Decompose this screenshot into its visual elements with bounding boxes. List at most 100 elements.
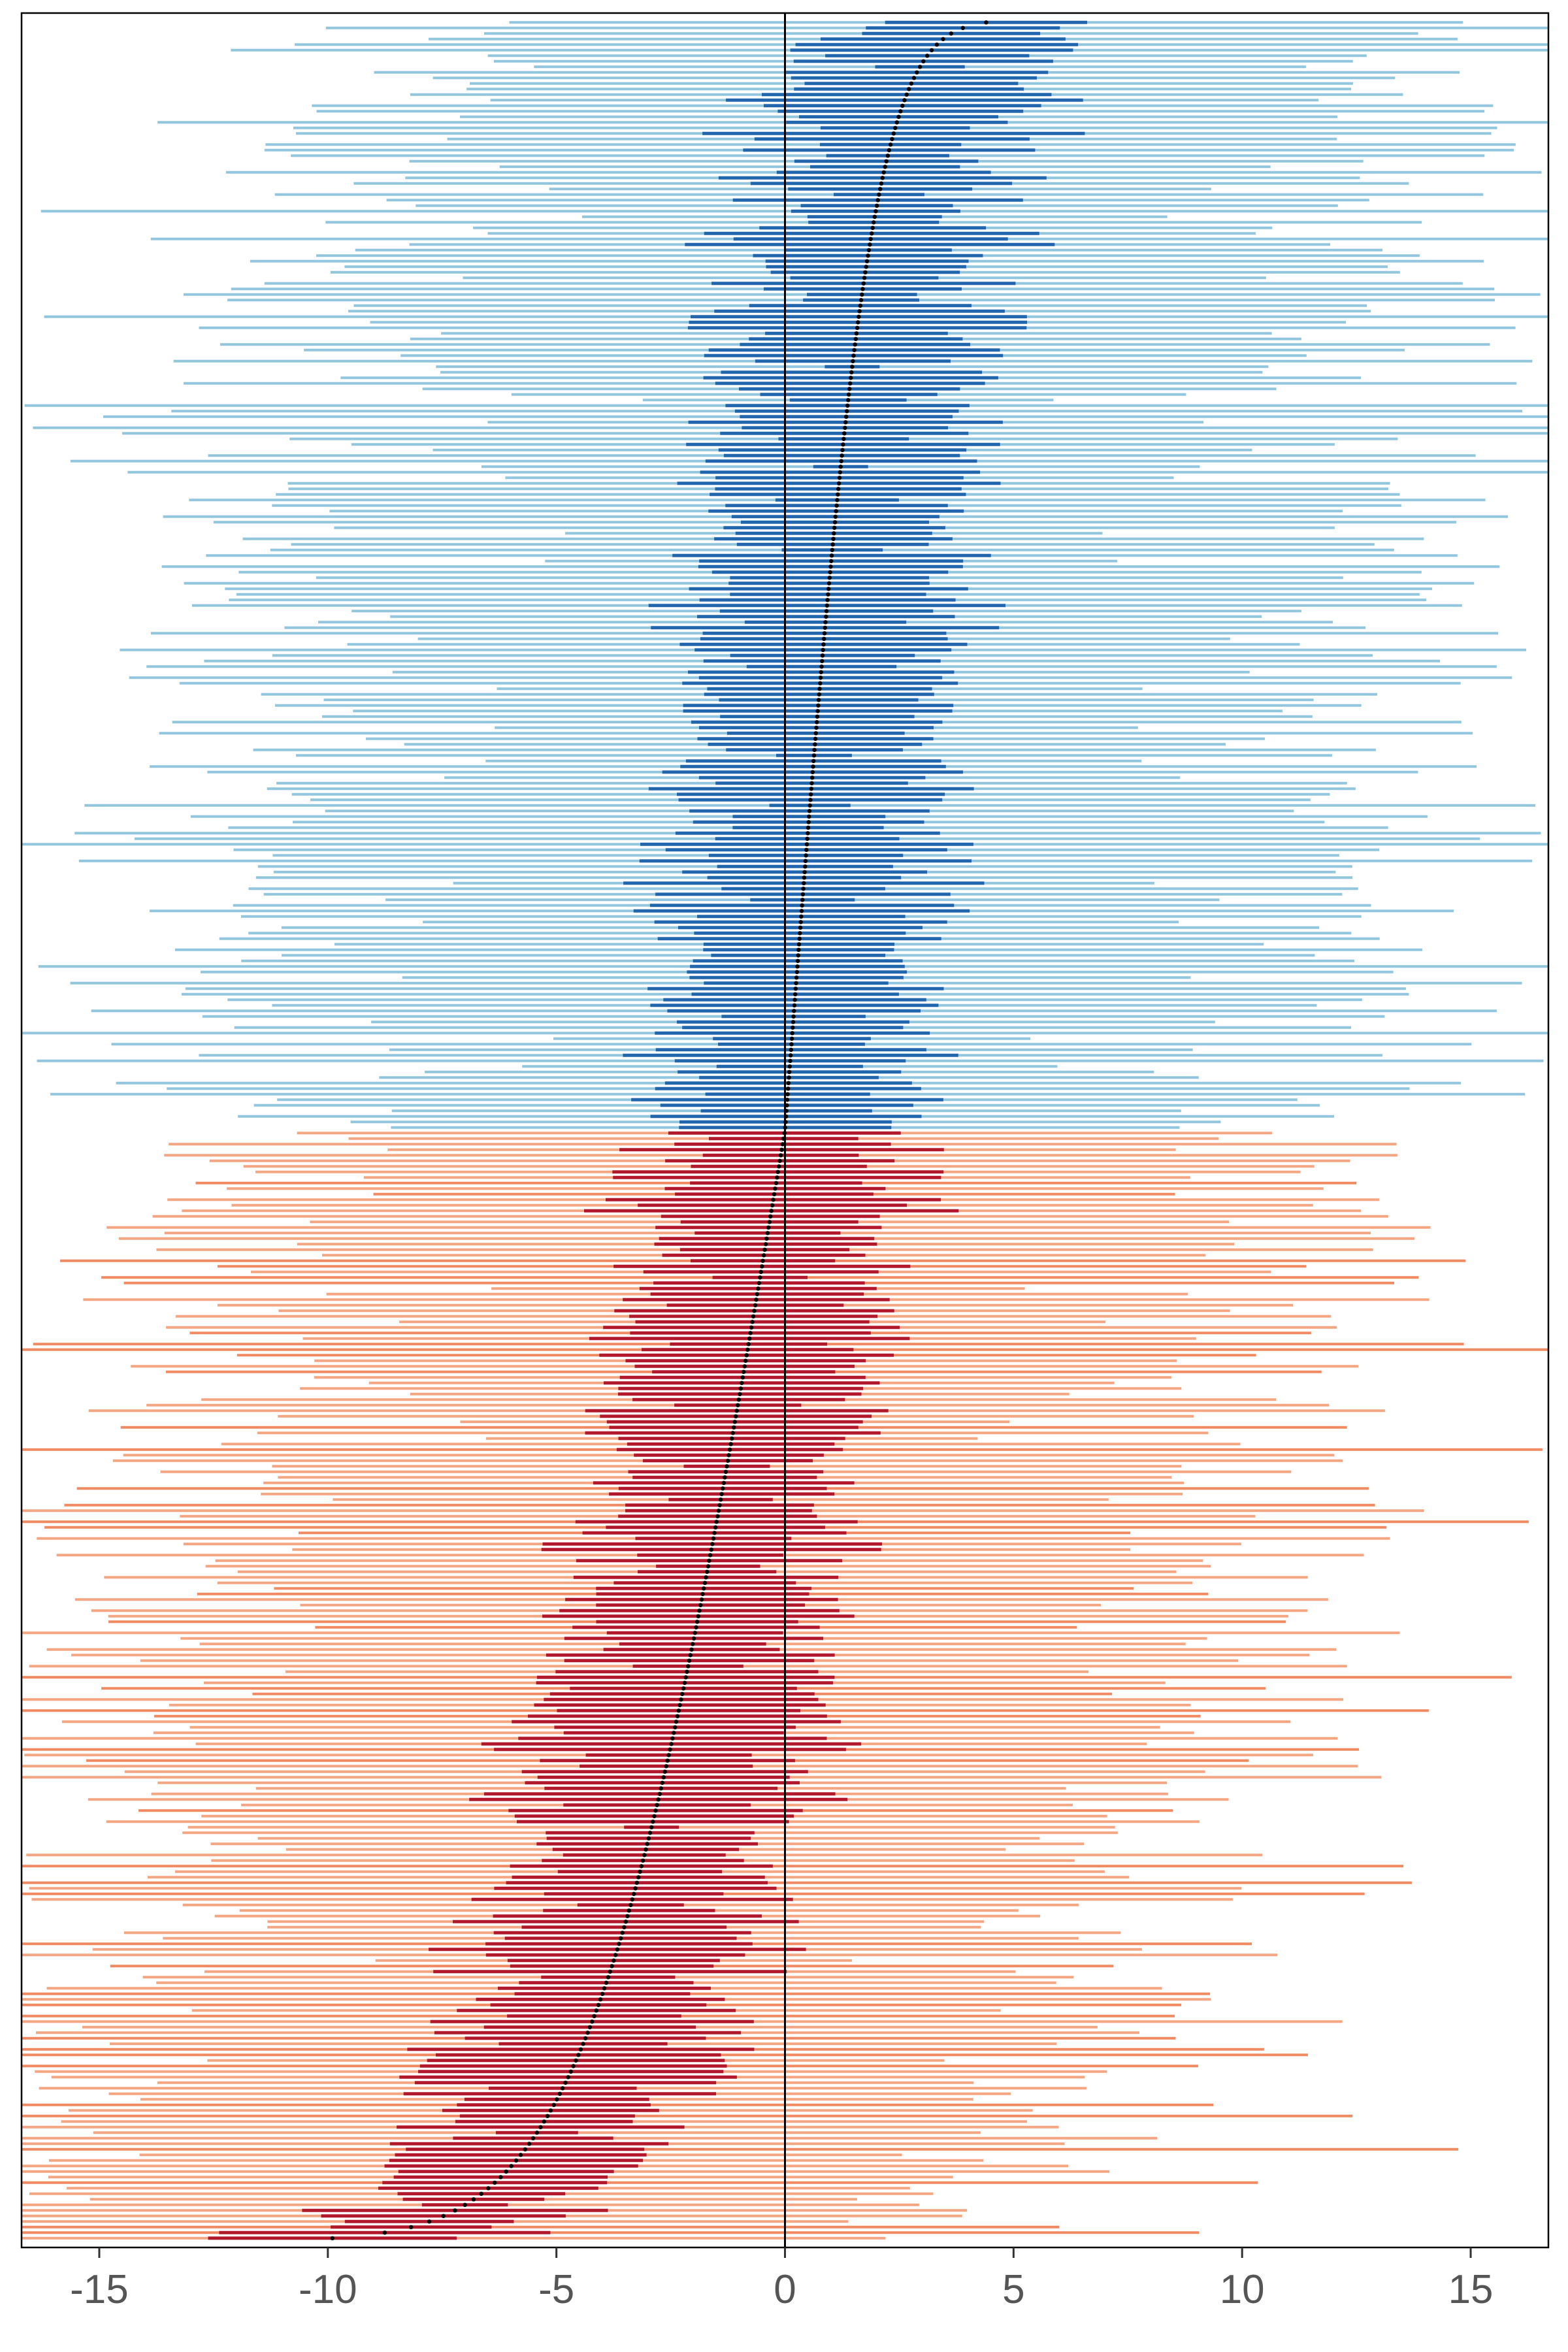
point-estimate bbox=[638, 1869, 642, 1874]
point-estimate bbox=[819, 664, 824, 669]
point-estimate bbox=[691, 1636, 696, 1641]
point-estimate bbox=[651, 1820, 655, 1824]
point-estimate bbox=[796, 953, 800, 958]
point-estimate bbox=[949, 31, 954, 36]
point-estimate bbox=[729, 1436, 734, 1441]
point-estimate bbox=[896, 114, 901, 119]
point-estimate bbox=[707, 1558, 711, 1563]
point-estimate bbox=[798, 920, 803, 924]
point-estimate bbox=[851, 353, 856, 358]
point-estimate bbox=[909, 81, 914, 86]
point-estimate bbox=[810, 776, 815, 780]
point-estimate bbox=[868, 242, 872, 247]
point-estimate bbox=[509, 2164, 514, 2168]
x-tick-label: -10 bbox=[299, 2267, 357, 2312]
point-estimate bbox=[890, 137, 894, 141]
point-estimate bbox=[893, 125, 898, 130]
point-estimate bbox=[715, 1514, 720, 1518]
point-estimate bbox=[728, 1442, 733, 1446]
point-estimate bbox=[884, 159, 889, 163]
point-estimate bbox=[828, 570, 832, 574]
point-estimate bbox=[836, 487, 841, 491]
point-estimate bbox=[612, 1958, 616, 1963]
point-estimate bbox=[672, 1731, 676, 1735]
point-estimate bbox=[789, 1036, 794, 1041]
point-estimate bbox=[732, 1425, 736, 1429]
point-estimate bbox=[929, 48, 934, 53]
point-estimate bbox=[837, 476, 842, 480]
point-estimate bbox=[800, 892, 806, 897]
point-estimate bbox=[791, 1020, 796, 1024]
point-estimate bbox=[382, 2230, 387, 2235]
point-estimate bbox=[925, 54, 930, 58]
point-estimate bbox=[754, 1298, 759, 1302]
point-estimate bbox=[847, 392, 851, 397]
point-estimate bbox=[860, 287, 865, 291]
point-estimate bbox=[984, 20, 988, 25]
point-estimate bbox=[815, 720, 819, 725]
point-estimate bbox=[661, 1775, 666, 1780]
point-estimate bbox=[806, 825, 811, 830]
point-estimate bbox=[792, 998, 797, 1002]
point-estimate bbox=[631, 1891, 636, 1896]
point-estimate bbox=[818, 681, 823, 686]
point-estimate bbox=[736, 1403, 740, 1407]
point-estimate bbox=[581, 2042, 585, 2046]
point-estimate bbox=[798, 925, 803, 930]
point-estimate bbox=[794, 975, 799, 980]
point-estimate bbox=[696, 1614, 701, 1618]
point-estimate bbox=[847, 387, 852, 391]
point-estimate bbox=[829, 553, 834, 558]
point-estimate bbox=[846, 398, 851, 402]
point-estimate bbox=[811, 759, 816, 764]
point-estimate bbox=[888, 142, 893, 147]
point-estimate bbox=[471, 2197, 476, 2202]
point-estimate bbox=[649, 1825, 654, 1829]
point-estimate bbox=[642, 1853, 647, 1857]
point-estimate bbox=[812, 747, 817, 753]
point-estimate bbox=[825, 603, 830, 608]
point-estimate bbox=[766, 1225, 771, 1230]
point-estimate bbox=[657, 1791, 662, 1796]
point-estimate bbox=[736, 1397, 742, 1402]
point-estimate bbox=[697, 1609, 702, 1613]
point-estimate bbox=[759, 1269, 763, 1275]
point-estimate bbox=[527, 2142, 532, 2146]
point-estimate bbox=[646, 1836, 651, 1840]
point-estimate bbox=[676, 1708, 681, 1713]
point-estimate bbox=[849, 370, 854, 374]
point-estimate bbox=[727, 1453, 731, 1458]
point-estimate bbox=[538, 2125, 543, 2129]
point-estimate bbox=[813, 731, 819, 736]
point-estimate bbox=[853, 342, 857, 347]
point-estimate bbox=[804, 842, 809, 847]
point-estimate bbox=[693, 1631, 697, 1635]
point-estimate bbox=[796, 942, 802, 947]
point-estimate bbox=[574, 2058, 578, 2063]
point-estimate bbox=[777, 1158, 782, 1164]
point-estimate bbox=[738, 1386, 743, 1391]
point-estimate bbox=[802, 870, 807, 875]
point-estimate bbox=[627, 1908, 631, 1913]
point-estimate bbox=[834, 503, 839, 508]
point-estimate bbox=[826, 592, 830, 596]
point-estimate bbox=[756, 1286, 760, 1291]
point-estimate bbox=[330, 2236, 335, 2240]
point-estimate bbox=[870, 231, 874, 236]
point-estimate bbox=[763, 1242, 768, 1247]
point-estimate bbox=[877, 192, 881, 197]
point-estimate bbox=[832, 525, 837, 530]
point-estimate bbox=[702, 1580, 708, 1585]
point-estimate bbox=[659, 1786, 663, 1791]
point-estimate bbox=[917, 65, 923, 69]
point-estimate bbox=[787, 1075, 791, 1080]
x-tick-label: 15 bbox=[1448, 2267, 1494, 2312]
point-estimate bbox=[809, 781, 814, 786]
point-estimate bbox=[625, 1914, 630, 1918]
point-estimate bbox=[870, 225, 875, 230]
point-estimate bbox=[675, 1714, 680, 1718]
point-estimate bbox=[780, 1142, 785, 1147]
point-estimate bbox=[685, 1669, 689, 1674]
point-estimate bbox=[749, 1325, 754, 1330]
point-estimate bbox=[816, 703, 821, 708]
